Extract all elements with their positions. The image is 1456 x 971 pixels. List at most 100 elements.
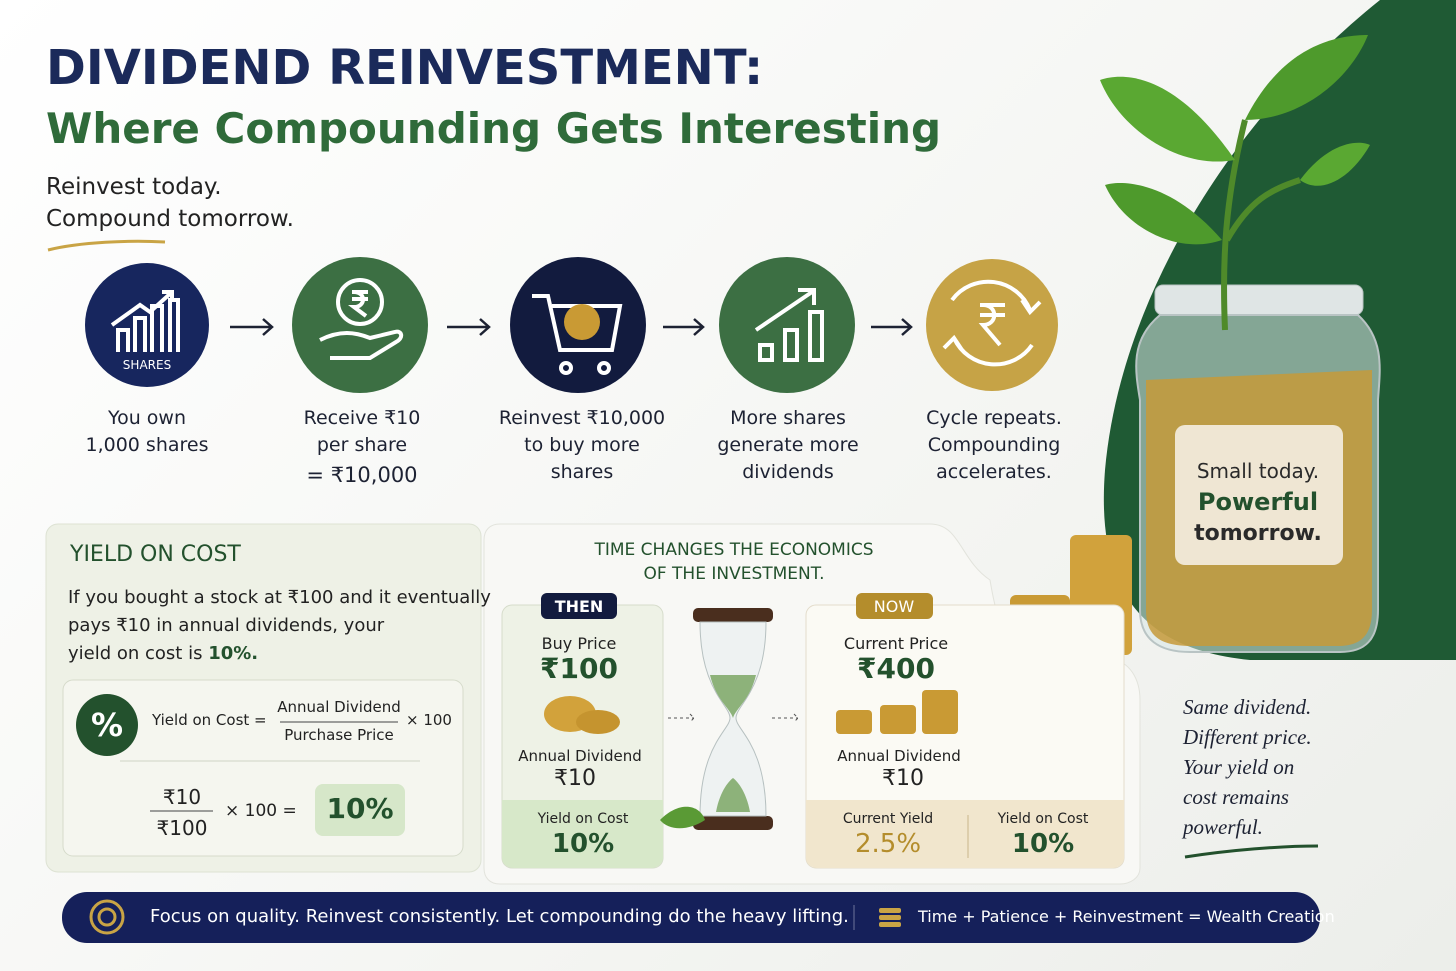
yield: 10% xyxy=(551,829,615,859)
jar-tag xyxy=(1175,425,1343,565)
sand xyxy=(710,675,756,718)
leaf xyxy=(1300,142,1370,186)
coin-stack xyxy=(922,690,958,734)
line: Reinvest ₹10,000 xyxy=(498,407,666,429)
coins-icon xyxy=(879,908,901,927)
price: ₹100 xyxy=(540,652,618,685)
then-yield xyxy=(502,800,663,868)
icon-glyphs xyxy=(110,278,1042,375)
tagline: Compound tomorrow. xyxy=(46,206,294,232)
highlight: 10%. xyxy=(208,643,259,664)
line: OF THE INVESTMENT. xyxy=(643,564,825,584)
footer-equation: Time + Patience + Reinvestment = Wealth … xyxy=(918,907,1335,926)
coin-stack xyxy=(880,705,916,734)
footer-bar xyxy=(62,892,1320,943)
title: DIVIDEND REINVESTMENT: xyxy=(46,40,764,96)
badge: NOW xyxy=(873,597,915,616)
line: Powerful xyxy=(1197,488,1319,516)
line: Same dividend. xyxy=(1183,695,1312,719)
hourglass-base xyxy=(693,816,773,830)
line: cost remains xyxy=(1183,785,1289,809)
footer-message: Focus on quality. Reinvest consistently.… xyxy=(150,906,849,927)
dashed-arrows xyxy=(668,713,799,723)
plant-stem xyxy=(1221,119,1301,331)
leaf xyxy=(1105,183,1222,245)
label: Yield on Cost xyxy=(997,811,1089,827)
current-yield: 2.5% xyxy=(854,829,922,859)
line: You own xyxy=(108,407,186,429)
flow-arrows xyxy=(230,318,913,336)
price: ₹400 xyxy=(857,652,935,685)
step-text: You own 1,000 shares xyxy=(86,405,209,459)
line: per share xyxy=(316,434,408,456)
label: Yield on Cost xyxy=(537,811,629,827)
leaf xyxy=(1100,76,1235,162)
line: generate more xyxy=(717,434,859,456)
hourglass xyxy=(699,621,767,817)
now-badge xyxy=(856,593,933,619)
label: Annual Dividend xyxy=(837,747,961,765)
line: shares xyxy=(550,461,614,483)
yield: 10% xyxy=(1011,829,1075,859)
hourglass-top xyxy=(693,608,773,622)
coin-stack xyxy=(836,710,872,734)
line: pays ₹10 in annual dividends, your xyxy=(68,615,385,636)
leaf xyxy=(660,806,705,829)
label: Current Yield xyxy=(842,811,934,827)
line: powerful. xyxy=(1183,815,1263,839)
step-text: Reinvest ₹10,000 to buy more shares xyxy=(499,405,665,486)
tagline: Reinvest today. xyxy=(46,174,222,200)
coin xyxy=(576,710,620,734)
card-text: If you bought a stock at ₹100 and it eve… xyxy=(68,584,491,668)
result-box xyxy=(315,784,405,836)
line: yield on cost is 10%. xyxy=(68,640,491,668)
coin xyxy=(564,304,600,340)
formula-label: Yield on Cost = xyxy=(152,711,267,729)
then-badge xyxy=(541,593,617,619)
dividend: ₹10 xyxy=(554,766,596,791)
label: Buy Price xyxy=(541,634,617,653)
percent-icon xyxy=(76,694,138,756)
numerator: Annual Dividend xyxy=(277,698,401,716)
underline xyxy=(47,239,166,252)
step-text: More shares generate more dividends xyxy=(717,405,858,486)
icon-label: SHARES xyxy=(122,358,172,372)
operation: × 100 = xyxy=(225,801,297,821)
line: Receive ₹10 xyxy=(303,407,421,429)
dividend: ₹10 xyxy=(882,766,924,791)
jar-label: Small today. Powerful tomorrow. xyxy=(1194,456,1322,549)
now-yield xyxy=(806,800,1124,868)
denominator: Purchase Price xyxy=(284,726,394,744)
step-icon xyxy=(926,259,1058,391)
line: If you bought a stock at ₹100 and it eve… xyxy=(68,587,491,608)
time-title: TIME CHANGES THE ECONOMICS OF THE INVESTM… xyxy=(594,538,873,586)
line: to buy more xyxy=(524,434,640,456)
line: Your yield on xyxy=(1183,755,1295,779)
text: yield on cost is xyxy=(68,643,203,664)
numerator: ₹10 xyxy=(162,785,202,809)
underline xyxy=(1184,844,1319,859)
target-icon xyxy=(89,899,125,935)
card-title: YIELD ON COST xyxy=(70,542,241,567)
label: Current Price xyxy=(843,634,949,653)
step-icon xyxy=(719,257,855,393)
jar-lid xyxy=(1154,284,1364,316)
line: Different price. xyxy=(1183,725,1312,749)
line: accelerates. xyxy=(936,461,1052,483)
line: TIME CHANGES THE ECONOMICS xyxy=(594,540,874,560)
badge: THEN xyxy=(554,597,604,616)
line: Compounding xyxy=(927,434,1061,456)
handwritten-note: Same dividend. Different price. Your yield… xyxy=(1183,692,1312,842)
step-text: Receive ₹10 per share = ₹10,000 xyxy=(304,405,421,489)
line: = ₹10,000 xyxy=(306,463,418,487)
label: Annual Dividend xyxy=(518,747,642,765)
sand xyxy=(716,778,750,812)
line: tomorrow. xyxy=(1194,521,1322,546)
line: dividends xyxy=(742,461,834,483)
target-icon xyxy=(97,907,117,927)
line: More shares xyxy=(730,407,846,429)
leaf xyxy=(1245,35,1368,120)
